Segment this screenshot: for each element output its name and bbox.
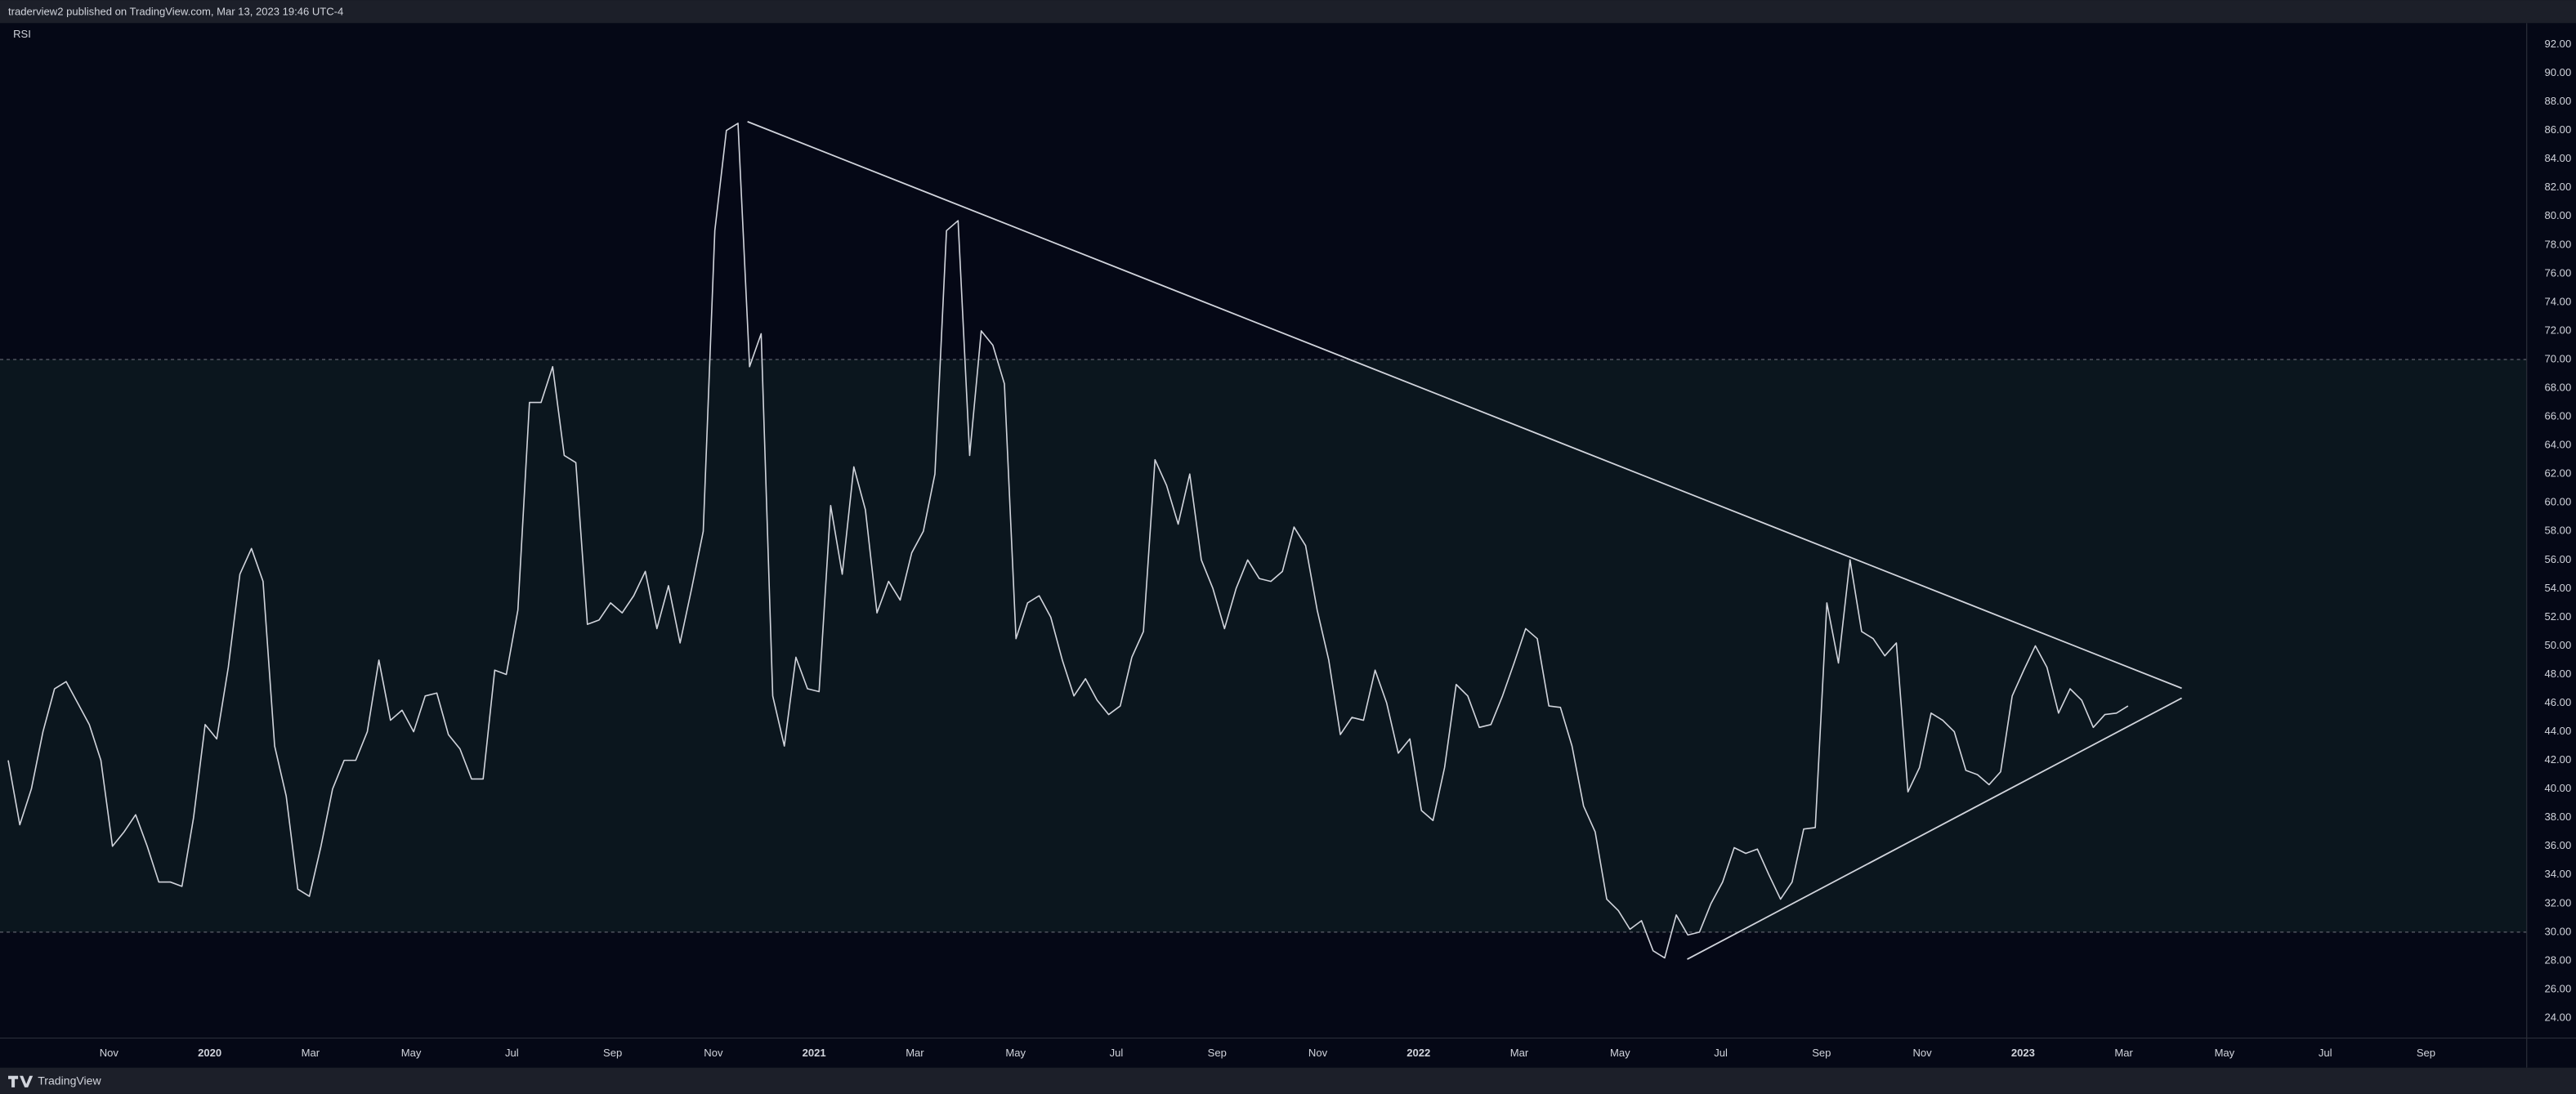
x-tick-label: Nov	[1308, 1047, 1328, 1059]
plot-area	[0, 123, 2527, 959]
x-tick-label: Sep	[1812, 1047, 1831, 1059]
y-tick-label: 56.00	[2545, 553, 2572, 565]
y-tick-label: 86.00	[2545, 123, 2572, 136]
y-tick-label: 28.00	[2545, 953, 2572, 966]
y-tick-label: 82.00	[2545, 181, 2572, 193]
x-tick-label: May	[1005, 1047, 1026, 1059]
y-tick-label: 46.00	[2545, 696, 2572, 708]
y-tick-label: 76.00	[2545, 266, 2572, 279]
logo	[8, 1075, 34, 1087]
x-tick-label: Mar	[302, 1047, 320, 1059]
indicator-title: RSI	[13, 28, 31, 40]
y-tick-label: 92.00	[2545, 38, 2572, 50]
y-tick-label: 34.00	[2545, 868, 2572, 880]
y-tick-label: 24.00	[2545, 1011, 2572, 1023]
x-tick-label: May	[401, 1047, 422, 1059]
y-tick-label: 62.00	[2545, 467, 2572, 480]
rsi-line	[7, 123, 2129, 959]
y-tick-label: 54.00	[2545, 582, 2572, 594]
top-bar	[0, 0, 2576, 24]
y-tick-label: 58.00	[2545, 525, 2572, 537]
y-tick-label: 88.00	[2545, 95, 2572, 107]
x-tick-label: May	[1610, 1047, 1630, 1059]
x-tick-label: May	[2215, 1047, 2235, 1059]
x-tick-label: Mar	[2114, 1047, 2133, 1059]
y-tick-label: 78.00	[2545, 238, 2572, 250]
x-tick-label: 2022	[1407, 1047, 1430, 1059]
x-tick-label: Sep	[1208, 1047, 1227, 1059]
x-tick-label: Mar	[1510, 1047, 1529, 1059]
x-tick-label: Nov	[1912, 1047, 1932, 1059]
y-tick-label: 50.00	[2545, 639, 2572, 651]
trend-line	[747, 121, 2182, 690]
x-tick-label: Mar	[906, 1047, 924, 1059]
trend-line	[1687, 697, 2182, 960]
x-tick-label: Nov	[100, 1047, 119, 1059]
x-tick-label: 2023	[2011, 1047, 2035, 1059]
x-tick-label: Sep	[603, 1047, 622, 1059]
y-tick-label: 84.00	[2545, 152, 2572, 164]
y-tick-label: 66.00	[2545, 410, 2572, 422]
y-tick-label: 44.00	[2545, 725, 2572, 737]
y-tick-label: 60.00	[2545, 496, 2572, 508]
y-tick-label: 74.00	[2545, 295, 2572, 307]
x-tick-label: Jul	[1714, 1047, 1728, 1059]
y-tick-label: 80.00	[2545, 209, 2572, 221]
x-tick-label: Jul	[2319, 1047, 2332, 1059]
y-tick-label: 36.00	[2545, 839, 2572, 851]
y-tick-label: 30.00	[2545, 925, 2572, 937]
x-tick-label: 2020	[198, 1047, 221, 1059]
y-tick-label: 38.00	[2545, 810, 2572, 823]
bottom-bar	[0, 1067, 2576, 1094]
y-tick-label: 26.00	[2545, 982, 2572, 994]
x-tick-label: 2021	[803, 1047, 826, 1059]
y-tick-label: 64.00	[2545, 439, 2572, 451]
y-tick-label: 70.00	[2545, 352, 2572, 364]
y-tick-label: 32.00	[2545, 896, 2572, 909]
y-tick-label: 52.00	[2545, 610, 2572, 623]
y-tick-label: 40.00	[2545, 782, 2572, 794]
rsi-band	[0, 359, 2527, 932]
x-tick-label: Jul	[1110, 1047, 1124, 1059]
brand: TradingView	[38, 1074, 101, 1087]
y-tick-label: 42.00	[2545, 753, 2572, 766]
y-tick-label: 68.00	[2545, 382, 2572, 394]
x-tick-label: Jul	[505, 1047, 519, 1059]
x-tick-label: Sep	[2417, 1047, 2435, 1059]
y-tick-label: 48.00	[2545, 668, 2572, 680]
y-tick-label: 72.00	[2545, 324, 2572, 336]
y-tick-label: 90.00	[2545, 66, 2572, 78]
publish-info: traderview2 published on TradingView.com…	[8, 6, 343, 18]
x-tick-label: Nov	[704, 1047, 723, 1059]
